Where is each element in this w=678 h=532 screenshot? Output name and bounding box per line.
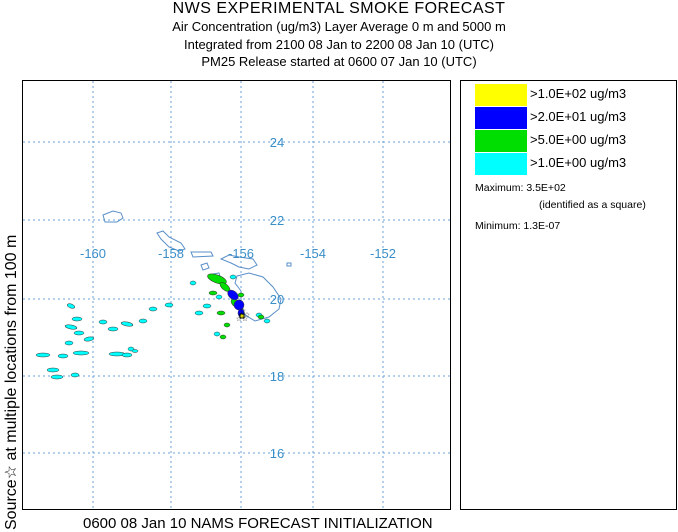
smoke-blob	[83, 336, 95, 342]
smoke-plume: ☆☆☆☆☆	[35, 273, 271, 380]
smoke-blob	[148, 306, 158, 312]
smoke-blob	[229, 274, 237, 280]
island-molokai	[190, 251, 214, 258]
smoke-blob	[64, 340, 74, 346]
subtitle-integration: Integrated from 2100 08 Jan to 2200 08 J…	[183, 37, 495, 52]
axis-labels: -160 -158 -156 -154 -152 24 22 20 18 16	[80, 135, 396, 461]
smoke-blob	[194, 310, 204, 316]
smoke-blob	[227, 289, 239, 301]
island-hawaii	[234, 272, 282, 322]
smoke-blob	[202, 303, 212, 309]
source-star-icon: ☆	[242, 315, 248, 323]
longitude-label: -158	[158, 246, 184, 261]
smoke-blob	[66, 303, 76, 309]
legend-label: >1.0E+02 ug/m3	[530, 86, 627, 101]
smoke-blob	[237, 292, 245, 298]
smoke-blob	[46, 367, 60, 373]
smoke-blob	[164, 302, 174, 308]
maximum-marker	[239, 313, 245, 319]
map-canvas: ☆☆☆☆☆ -160 -158 -156 -154 -152 24 22 20 18 16	[23, 81, 450, 509]
smoke-blob	[189, 280, 197, 286]
latitude-label: 22	[270, 213, 284, 228]
longitude-label: -156	[228, 246, 254, 261]
minimum-value: Minimum: 1.3E-07	[475, 220, 561, 232]
legend-swatch	[475, 107, 527, 129]
subtitle-concentration: Air Concentration (ug/m3) Layer Average …	[172, 19, 506, 34]
smoke-blob	[215, 294, 223, 300]
latitude-label: 16	[270, 446, 284, 461]
legend-label: >1.0E+00 ug/m3	[530, 155, 627, 170]
smoke-blob	[98, 319, 108, 325]
latitude-label: 24	[270, 135, 284, 150]
source-star-icon: ☆	[236, 315, 242, 323]
source-star-icon: ☆	[240, 307, 246, 315]
island-oahu	[156, 230, 186, 252]
smoke-blob	[208, 290, 218, 296]
smoke-blob	[207, 273, 227, 285]
longitude-label: -152	[370, 246, 396, 261]
coastline	[102, 210, 292, 322]
source-star-icon: ☆	[238, 311, 244, 319]
smoke-blob	[57, 353, 69, 359]
longitude-label: -160	[80, 246, 106, 261]
maximum-note: (identified as a square)	[539, 199, 646, 211]
latitude-label: 20	[270, 292, 284, 307]
source-side-label: Source☆ at multiple locations from 100 m	[3, 234, 20, 530]
smoke-blob	[131, 349, 139, 353]
island-lanai	[200, 262, 210, 271]
smoke-blob	[120, 321, 134, 327]
smoke-blob	[71, 316, 83, 322]
smoke-blob	[73, 330, 85, 336]
legend-swatch	[475, 84, 527, 106]
smoke-blob	[64, 324, 78, 330]
map-panel: ☆ ☆ ☆ ☆ ☆ -160 -158 -156 -154 -152 24 22 20 18 16	[22, 80, 451, 510]
graticule	[23, 81, 450, 509]
legend-panel: >1.0E+02 ug/m3 >2.0E+01 ug/m3 >5.0E+00 u…	[460, 80, 677, 510]
smoke-blob	[70, 372, 80, 378]
smoke-blob	[35, 352, 51, 358]
smoke-blob	[257, 314, 265, 320]
latitude-label: 18	[270, 369, 284, 384]
legend-swatch	[475, 153, 527, 175]
island-maui	[219, 254, 258, 270]
source-star-icon: ☆	[244, 311, 250, 319]
legend-swatch	[475, 130, 527, 152]
smoke-blob	[50, 374, 64, 380]
smoke-blob	[219, 334, 227, 340]
page-title: NWS EXPERIMENTAL SMOKE FORECAST	[172, 0, 506, 17]
smoke-blob	[213, 331, 221, 337]
subtitle-release: PM25 Release started at 0600 07 Jan 10 (…	[201, 54, 477, 69]
smoke-blob	[223, 322, 231, 328]
longitude-label: -154	[300, 246, 326, 261]
smoke-blob	[216, 310, 226, 316]
maximum-value: Maximum: 3.5E+02	[475, 182, 566, 194]
smoke-blob	[107, 326, 119, 332]
small-islet	[286, 262, 292, 267]
footer-initialization: 0600 08 Jan 10 NAMS FORECAST INITIALIZAT…	[83, 515, 433, 532]
smoke-blob	[121, 352, 133, 358]
island-kauai	[102, 210, 124, 223]
smoke-blob	[263, 318, 271, 324]
smoke-blob	[138, 318, 148, 324]
legend-label: >5.0E+00 ug/m3	[530, 132, 627, 147]
smoke-blob	[72, 350, 90, 356]
legend-label: >2.0E+01 ug/m3	[530, 109, 627, 124]
